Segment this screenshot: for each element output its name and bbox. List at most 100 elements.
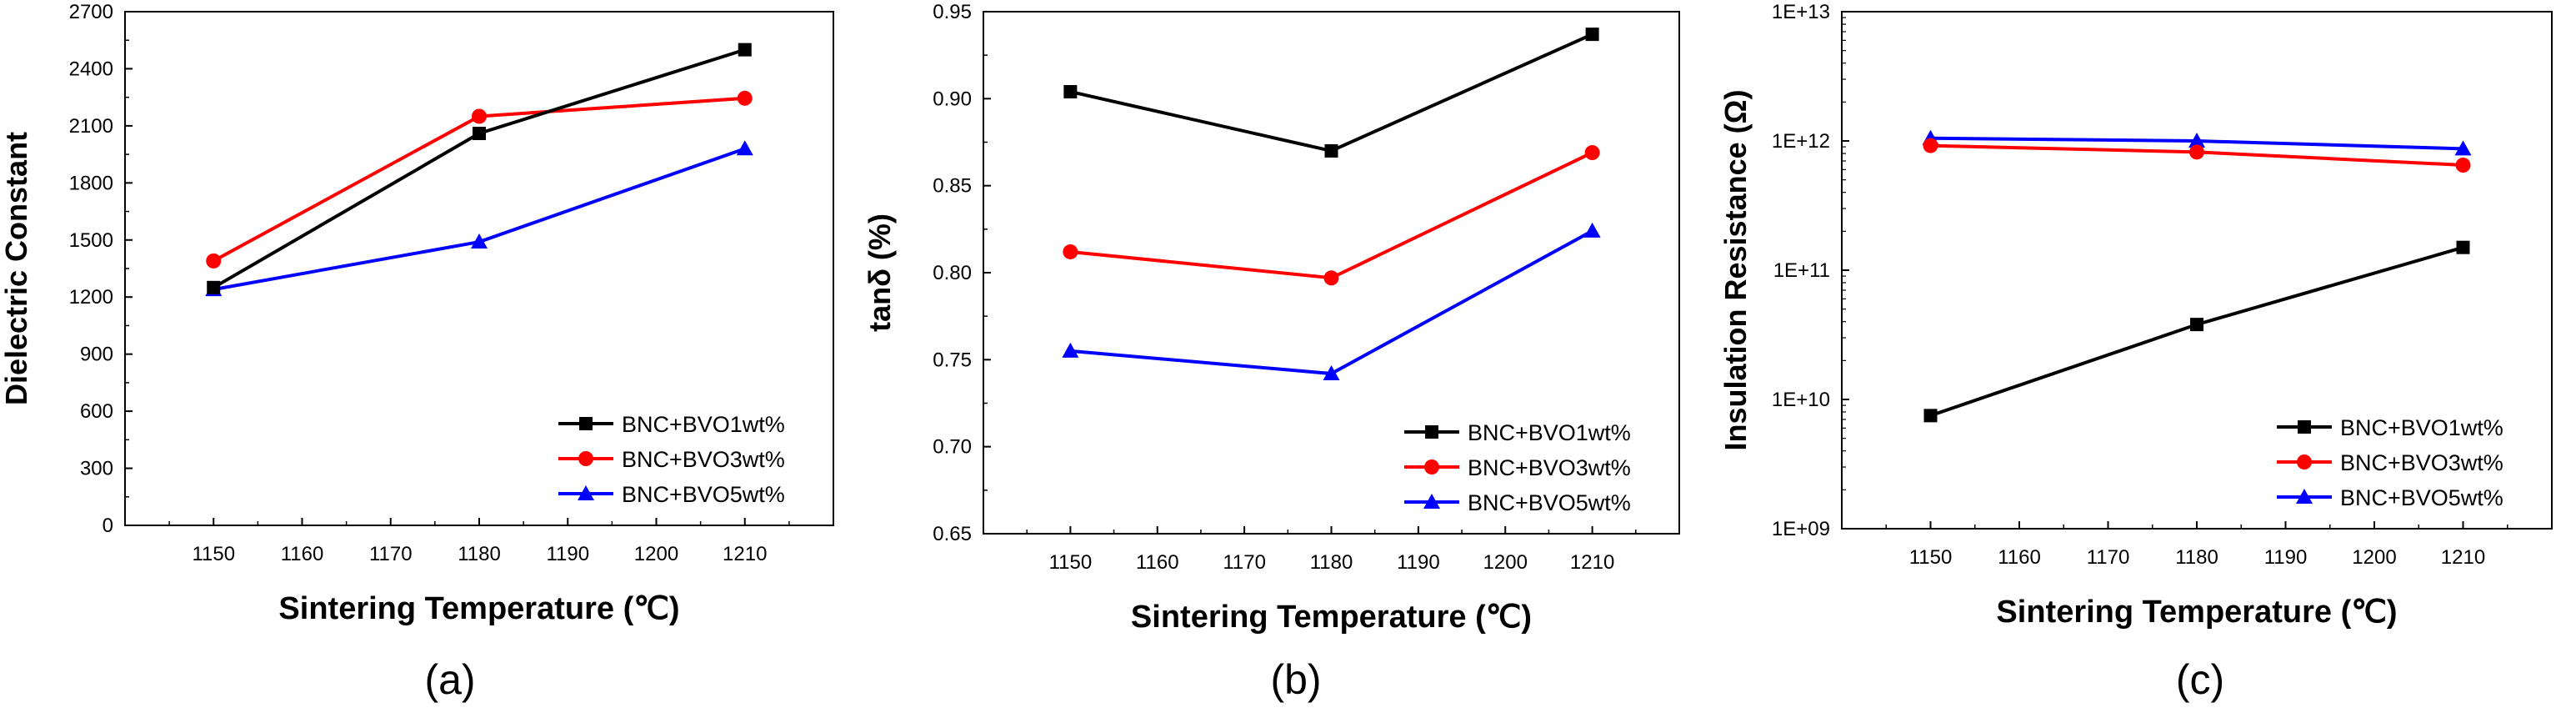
x-tick-label: 1210 (1570, 551, 1614, 574)
series-3 (205, 140, 753, 297)
x-axis-title: Sintering Temperature (℃) (278, 591, 679, 626)
series-2 (1923, 138, 2471, 173)
y-tick-label: 1E+13 (1772, 1, 1830, 23)
legend-swatch-marker (578, 485, 594, 500)
y-tick-label: 0.95 (933, 1, 972, 23)
data-point (1583, 222, 1601, 238)
x-tick-label: 1150 (1049, 551, 1093, 574)
legend-swatch-marker (2296, 489, 2313, 504)
data-point (473, 127, 486, 141)
y-tick-label: 0.85 (933, 175, 972, 198)
chart-panel-1: 1150 1160 1170 1180 1190 1200 1210 0 300 600 900 12… (0, 1, 834, 703)
legend-label: BNC+BVO3wt% (2340, 450, 2503, 475)
x-tick-label: 1180 (2175, 546, 2218, 569)
legend-label: BNC+BVO3wt% (622, 447, 785, 472)
x-tick-label: 1210 (723, 543, 767, 565)
data-point (2455, 157, 2471, 173)
x-tick-label: 1210 (2441, 546, 2485, 569)
data-point (736, 140, 753, 156)
legend-label: BNC+BVO5wt% (2340, 485, 2503, 510)
series-line (213, 48, 746, 289)
x-tick-label: 1160 (281, 543, 324, 565)
legend-swatch-marker (2297, 454, 2312, 469)
x-tick-label: 1160 (1136, 551, 1179, 574)
y-tick-label: 1E+11 (1773, 259, 1830, 282)
x-tick-label: 1190 (1397, 551, 1440, 574)
data-point (1063, 84, 1078, 98)
x-tick-label: 1190 (2264, 546, 2308, 569)
y-tick-label: 600 (80, 400, 113, 423)
y-tick-label: 2100 (69, 115, 113, 138)
data-point (206, 253, 222, 269)
legend: BNC+BVO1wt% BNC+BVO3wt% BNC+BVO5wt% (1404, 420, 1631, 515)
legend-swatch-marker (2298, 420, 2311, 434)
data-point (471, 233, 488, 249)
data-point (1323, 365, 1340, 381)
data-point (2454, 140, 2472, 156)
x-tick-label: 1200 (2352, 546, 2396, 569)
panel-caption: (b) (1270, 656, 1321, 703)
panel-caption: (a) (424, 656, 475, 703)
data-point (2456, 240, 2470, 254)
x-axis-title: Sintering Temperature (℃) (1996, 595, 2397, 630)
y-tick-label: 0.80 (933, 262, 972, 284)
data-point (1063, 244, 1078, 259)
legend-label: BNC+BVO5wt% (622, 482, 785, 507)
legend: BNC+BVO1wt% BNC+BVO3wt% BNC+BVO5wt% (558, 412, 785, 507)
x-tick-label: 1180 (1310, 551, 1353, 574)
legend-swatch-marker (1423, 494, 1440, 509)
x-tick-label: 1150 (192, 543, 235, 565)
data-point (207, 280, 221, 294)
y-tick-label: 0.70 (933, 436, 972, 459)
y-tick-label: 0.75 (933, 349, 972, 371)
legend-label: BNC+BVO1wt% (1468, 420, 1631, 445)
data-point (2188, 133, 2205, 148)
legend-swatch-marker (578, 451, 593, 466)
data-point (2190, 318, 2203, 332)
x-tick-label: 1200 (634, 543, 678, 565)
series-line (1070, 229, 1593, 376)
x-tick-label: 1200 (1483, 551, 1528, 574)
series-1 (1063, 28, 1599, 158)
y-axis-title: Insulation Resistance (Ω) (1718, 90, 1753, 451)
y-tick-label: 2700 (69, 1, 113, 23)
x-tick-label: 1170 (369, 543, 413, 565)
y-tick-label: 300 (80, 458, 113, 480)
y-axis-title: tanδ (%) (863, 213, 897, 332)
y-tick-label: 1800 (69, 172, 113, 194)
series-1 (207, 43, 752, 294)
x-tick-label: 1170 (1223, 551, 1266, 574)
data-point (1324, 143, 1338, 158)
y-tick-label: 0.90 (933, 88, 972, 110)
series-2 (1063, 145, 1600, 286)
data-point (1323, 270, 1339, 286)
chart-panel-2: 1150 1160 1170 1180 1190 1200 1210 0.65 0.70 0.75… (863, 1, 1680, 703)
legend-swatch-marker (579, 417, 593, 430)
data-point (472, 108, 487, 124)
y-tick-label: 1E+10 (1772, 389, 1830, 411)
series-line (1929, 245, 2464, 418)
y-tick-label: 0 (103, 515, 113, 537)
y-tick-label: 2400 (69, 58, 113, 80)
legend-label: BNC+BVO1wt% (622, 412, 785, 437)
series-3 (1062, 222, 1601, 381)
x-tick-label: 1180 (458, 543, 501, 565)
x-tick-label: 1170 (2087, 546, 2130, 569)
legend: BNC+BVO1wt% BNC+BVO3wt% BNC+BVO5wt% (2277, 415, 2503, 510)
legend-swatch-marker (1425, 425, 1438, 439)
data-point (2189, 144, 2204, 160)
data-point (737, 90, 753, 106)
panel-caption: (c) (2176, 656, 2224, 703)
data-point (1923, 409, 1938, 423)
y-tick-label: 1200 (69, 286, 113, 309)
chart-panel-3: 1150 1160 1170 1180 1190 1200 1210 1E+09 1E+10 1E… (1718, 1, 2553, 703)
data-point (738, 43, 752, 57)
data-point (1585, 28, 1599, 42)
data-point (1923, 138, 1938, 153)
x-tick-label: 1190 (546, 543, 589, 565)
x-tick-label: 1160 (1998, 546, 2041, 569)
y-tick-label: 1E+09 (1772, 518, 1830, 540)
series-2 (206, 90, 753, 269)
y-tick-label: 1500 (69, 229, 113, 252)
